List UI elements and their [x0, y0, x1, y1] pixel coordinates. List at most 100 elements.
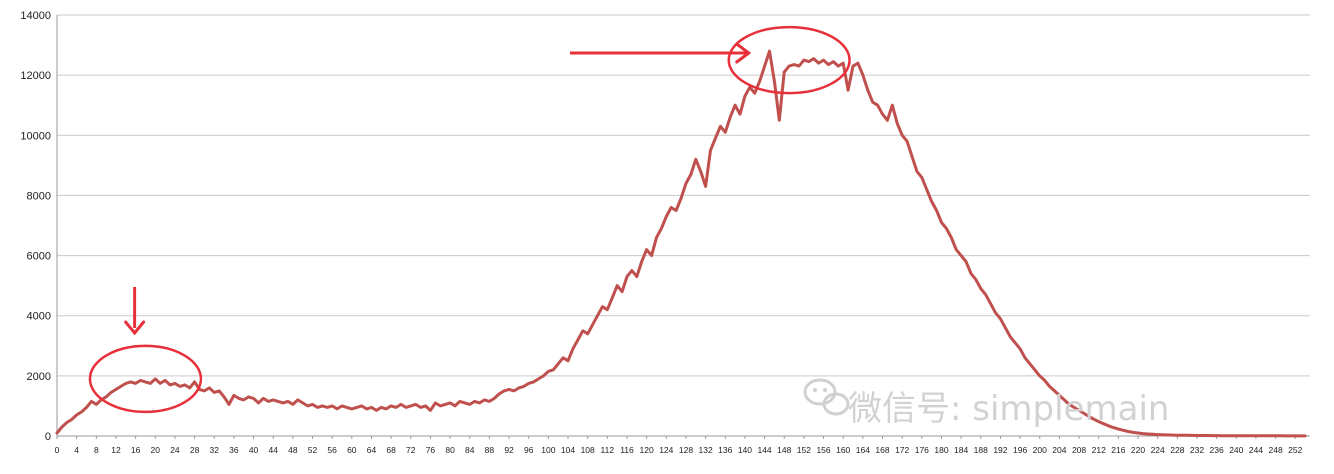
data-point	[130, 381, 132, 383]
data-point	[935, 209, 938, 212]
x-tick-label: 168	[875, 445, 889, 455]
data-point	[754, 92, 756, 94]
data-point	[66, 421, 68, 424]
x-tick-label: 252	[1288, 445, 1302, 455]
data-point	[542, 375, 545, 377]
x-tick-label: 116	[620, 445, 634, 455]
x-tick-label: 212	[1092, 445, 1106, 455]
data-point	[56, 432, 58, 434]
data-point	[208, 387, 210, 389]
data-point	[311, 403, 314, 406]
highlight-circle	[88, 344, 203, 414]
data-point	[1142, 432, 1144, 435]
data-point	[528, 382, 530, 384]
x-tick-label: 60	[347, 445, 357, 455]
data-point	[493, 397, 495, 400]
data-point	[1250, 435, 1252, 437]
data-point	[282, 402, 284, 404]
data-point	[827, 64, 830, 66]
x-tick-label: 208	[1072, 445, 1086, 455]
x-tick-label: 28	[190, 445, 200, 455]
data-point	[729, 116, 731, 118]
data-point	[90, 400, 92, 403]
grid-layer	[57, 14, 1310, 437]
data-point	[975, 279, 977, 281]
data-point	[547, 370, 549, 372]
data-point	[626, 276, 628, 278]
data-point	[714, 137, 717, 139]
data-point	[1216, 435, 1218, 437]
x-tick-label: 76	[426, 445, 436, 455]
data-point	[474, 400, 476, 403]
data-point	[483, 399, 486, 401]
data-point	[1014, 342, 1016, 344]
data-point	[886, 119, 889, 121]
data-point	[793, 64, 795, 66]
data-point	[1304, 435, 1306, 437]
x-tick-label: 132	[699, 445, 713, 455]
x-tick-label: 156	[816, 445, 830, 455]
data-point	[763, 65, 766, 67]
data-point	[837, 65, 839, 67]
data-point	[302, 402, 304, 404]
x-tick-label: 96	[524, 445, 534, 455]
data-point	[184, 384, 186, 386]
data-point	[719, 125, 721, 127]
y-tick-label: 8000	[27, 190, 51, 202]
data-point	[252, 397, 255, 400]
data-point	[803, 59, 805, 61]
data-point	[842, 62, 844, 64]
data-point	[572, 348, 574, 350]
series-line	[55, 49, 1307, 438]
data-point	[955, 248, 957, 251]
data-point	[690, 173, 692, 175]
data-point	[1191, 434, 1193, 436]
data-point	[1201, 434, 1203, 437]
x-tick-label: 108	[581, 445, 595, 455]
x-tick-label: 64	[367, 445, 377, 455]
data-point	[724, 131, 726, 133]
x-tick-label: 224	[1151, 445, 1165, 455]
x-tick-label: 196	[1013, 445, 1027, 455]
data-point	[734, 104, 736, 106]
data-point	[1063, 399, 1065, 401]
data-point	[945, 227, 947, 230]
watermark: 微信号: simplemain	[803, 378, 1169, 429]
data-point	[1029, 363, 1031, 365]
x-tick-label: 56	[327, 445, 337, 455]
data-point	[926, 188, 928, 191]
data-point	[709, 149, 712, 151]
data-point	[1279, 435, 1282, 437]
data-point	[616, 285, 618, 287]
data-point	[159, 382, 161, 384]
data-point	[454, 405, 456, 407]
x-tick-label: 40	[249, 445, 259, 455]
data-point	[798, 65, 800, 67]
data-point	[488, 400, 491, 403]
data-point	[341, 405, 343, 407]
x-tick-label: 112	[601, 445, 615, 455]
data-point	[759, 80, 761, 82]
data-point	[970, 273, 972, 275]
data-point	[1039, 375, 1041, 377]
data-point	[238, 397, 240, 400]
data-point	[125, 382, 127, 384]
x-tick-label: 16	[131, 445, 141, 455]
data-point	[601, 306, 604, 308]
data-point	[434, 402, 436, 404]
data-point	[876, 104, 879, 106]
data-point	[994, 312, 997, 314]
data-point	[321, 405, 323, 407]
x-tick-label: 236	[1210, 445, 1224, 455]
data-point	[351, 408, 353, 410]
data-point	[272, 399, 274, 401]
data-point	[852, 65, 854, 67]
data-point	[1220, 435, 1223, 437]
data-point	[631, 270, 633, 272]
x-tick-label: 160	[836, 445, 850, 455]
data-point	[1103, 423, 1105, 425]
x-tick-label: 100	[541, 445, 555, 455]
data-point	[1083, 412, 1085, 415]
data-point	[292, 403, 294, 406]
